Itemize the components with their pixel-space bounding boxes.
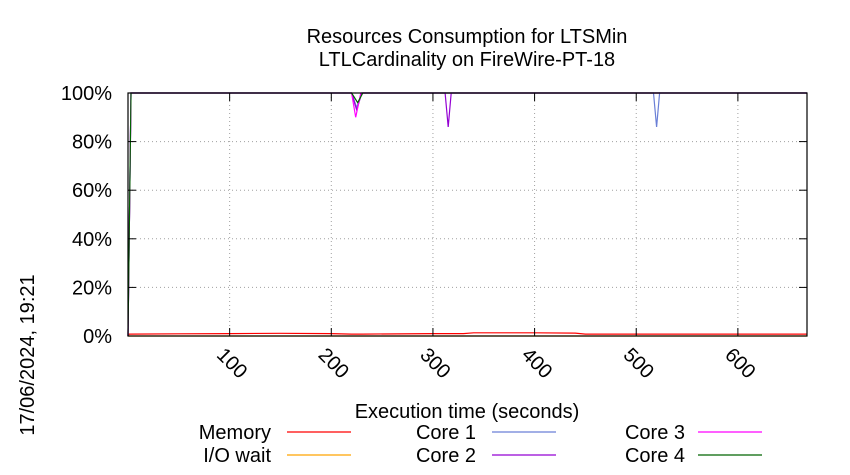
legend-label-core-2: Core 2: [416, 445, 476, 467]
axis-ticks: 0% 20% 40% 60% 80% 100% 100 200 300 400 500 600: [61, 83, 807, 383]
legend-label-i-o-wait: I/O wait: [203, 445, 271, 467]
legend-label-core-3: Core 3: [625, 422, 685, 444]
x-tick-label: 300: [415, 344, 454, 383]
y-tick-label: 100%: [61, 83, 112, 105]
legend-label-memory: Memory: [199, 422, 271, 444]
x-tick-label: 400: [517, 344, 556, 383]
x-tick-label: 500: [619, 344, 658, 383]
y-tick-label: 40%: [72, 229, 112, 251]
grid-lines: [128, 93, 807, 336]
plot-frame: [127, 92, 808, 337]
x-tick-label: 600: [720, 344, 759, 383]
timestamp-label: 17/06/2024, 19:21: [17, 274, 39, 435]
y-tick-label: 60%: [72, 180, 112, 202]
x-tick-label: 100: [212, 344, 251, 383]
chart-title-line1: Resources Consumption for LTSMin: [307, 26, 628, 48]
x-tick-label: 200: [314, 344, 353, 383]
legend-label-core-1: Core 1: [416, 422, 476, 444]
y-tick-label: 80%: [72, 132, 112, 154]
chart-title-line2: LTLCardinality on FireWire-PT-18: [319, 49, 615, 71]
y-tick-label: 20%: [72, 277, 112, 299]
x-axis-label: Execution time (seconds): [355, 401, 580, 423]
legend-label-core-4: Core 4: [625, 445, 685, 467]
y-tick-label: 0%: [83, 326, 112, 348]
